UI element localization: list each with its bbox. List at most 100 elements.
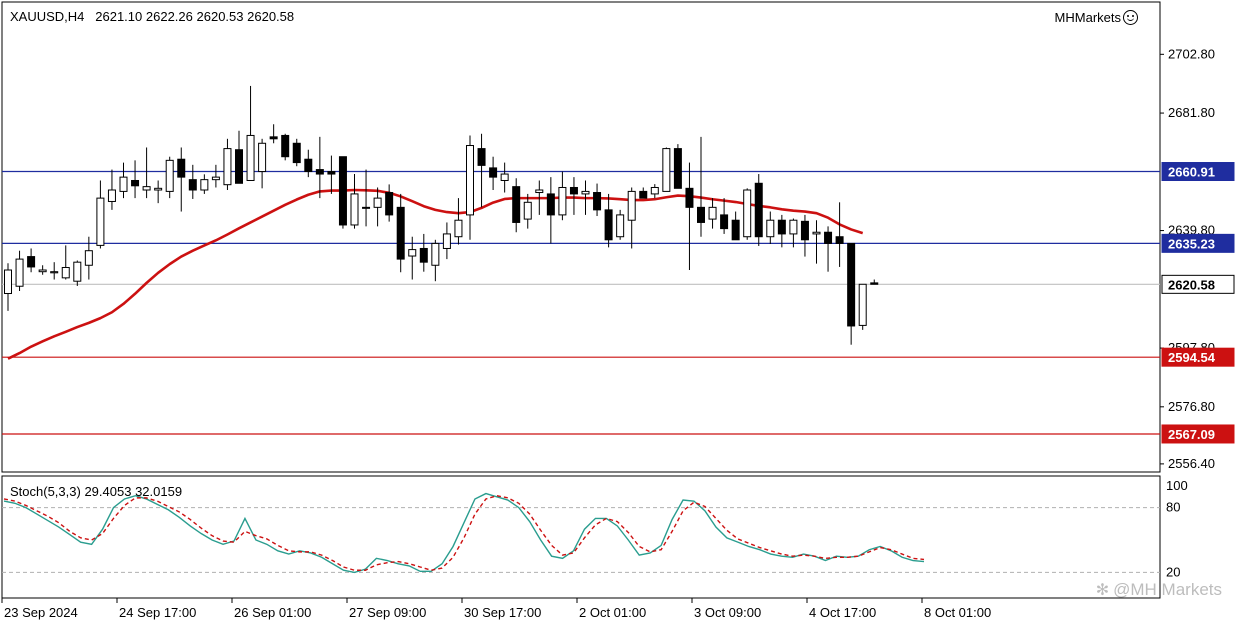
time-tick-label: 8 Oct 01:00 (924, 605, 991, 620)
candle-body (777, 219, 786, 235)
stoch-title: Stoch(5,3,3) (10, 484, 81, 499)
candle-body (327, 171, 336, 175)
candle-body (662, 148, 671, 192)
candle-body (454, 219, 463, 238)
candle-body (766, 219, 775, 238)
candle-body (512, 186, 521, 223)
time-tick-label: 2 Oct 01:00 (579, 605, 646, 620)
price-level-tag (1161, 162, 1235, 182)
stoch-signal-value: 32.0159 (135, 484, 183, 499)
candle (466, 135, 474, 240)
candle-body (697, 206, 705, 223)
candle (373, 187, 382, 227)
candle (743, 188, 752, 240)
candle-body (73, 261, 82, 282)
candle-body (84, 250, 93, 266)
candle (211, 164, 220, 188)
candle (489, 156, 498, 190)
candle-body (546, 193, 555, 216)
price-level-tag (1161, 233, 1235, 253)
candle-body (188, 179, 197, 191)
candle (442, 222, 451, 260)
candle-body (50, 271, 59, 274)
candle (84, 236, 93, 280)
candle-body (581, 190, 590, 195)
candle (731, 211, 740, 241)
candle (512, 178, 521, 233)
candle (4, 263, 12, 311)
moving-average-line (7, 188, 864, 360)
candle-body (489, 167, 498, 178)
candle-body (835, 236, 844, 244)
candle-body (535, 189, 544, 194)
candle-body (142, 186, 151, 191)
candle-body (119, 176, 128, 192)
price-tick-label: 2556.40 (1168, 456, 1215, 471)
candle (223, 138, 232, 190)
price-level-tag (1161, 274, 1235, 294)
candle (188, 164, 197, 199)
candle (50, 262, 59, 280)
candle (119, 162, 128, 199)
candle-body (650, 186, 659, 195)
candle-body (408, 249, 417, 257)
candle-body (362, 206, 371, 209)
candle (269, 124, 278, 144)
candle-body (61, 266, 70, 279)
candle-body (27, 256, 36, 268)
candle-body (15, 258, 24, 287)
time-tick-label: 26 Sep 01:00 (234, 605, 311, 620)
price-level-tag-label: 2594.54 (1168, 350, 1216, 365)
candle-body (627, 190, 636, 221)
candle-body (177, 158, 186, 178)
candle (362, 169, 371, 227)
candle (477, 133, 486, 208)
candle (650, 184, 659, 199)
price-level-tag-label: 2567.09 (1168, 427, 1215, 442)
stoch-layer: 100 80 20 (2, 478, 1188, 579)
stoch-main-line (3, 492, 925, 574)
candle-body (131, 179, 140, 187)
candle (350, 174, 359, 229)
candle (73, 260, 82, 286)
candle-body (616, 214, 625, 238)
candle-body (754, 182, 763, 238)
candle (569, 177, 578, 215)
candle (546, 177, 555, 244)
candle (789, 218, 798, 248)
candle-body (373, 197, 382, 208)
symbol-label: XAUUSD,H4 (10, 9, 85, 24)
candle-body (107, 189, 116, 202)
candle (385, 184, 394, 222)
candle (847, 242, 856, 345)
candle (720, 198, 729, 234)
candle (662, 147, 671, 192)
brand-name: MHMarkets (1054, 10, 1121, 25)
candle-body (569, 186, 578, 195)
time-tick-label: 27 Sep 09:00 (349, 605, 426, 620)
time-tick-label: 30 Sep 17:00 (464, 605, 541, 620)
candle (281, 133, 290, 161)
candle (431, 239, 440, 282)
candle (165, 156, 174, 199)
time-axis: 23 Sep 2024 24 Sep 17:00 26 Sep 01:00 27 Se… (1, 598, 991, 620)
candle-body (396, 206, 405, 260)
candle (38, 265, 47, 275)
price-level-labels: 2660.91 2635.23 2620.58 2594.54 2567.09 (1161, 162, 1235, 444)
candle-body (824, 231, 833, 244)
candle (639, 187, 648, 199)
candle-body (419, 247, 428, 263)
candle (258, 138, 267, 189)
candle (754, 174, 763, 246)
price-tick-label: 2681.80 (1168, 105, 1215, 120)
candle (697, 136, 705, 237)
candle (246, 85, 255, 181)
candle (96, 180, 105, 249)
candle-body (223, 148, 232, 186)
candle (396, 193, 405, 273)
price-level-tag-label: 2620.58 (1168, 277, 1215, 292)
candle (177, 147, 186, 212)
candle (523, 193, 532, 229)
close-price: 2620.58 (247, 9, 295, 24)
high-price: 2622.26 (145, 9, 193, 24)
